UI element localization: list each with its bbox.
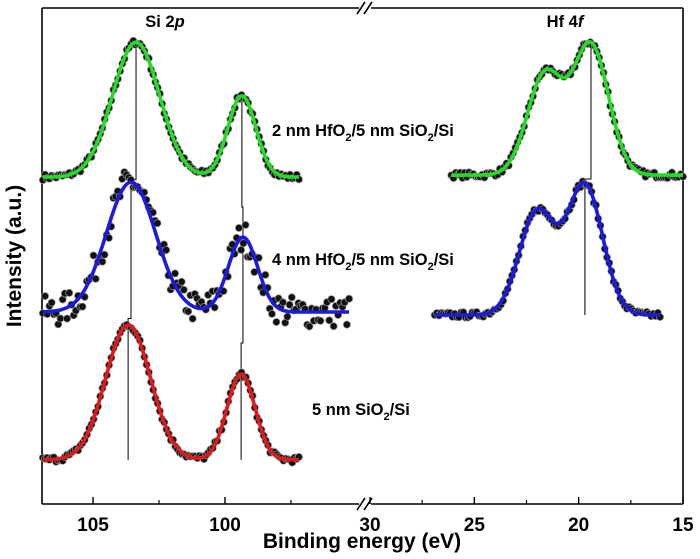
data-point (272, 318, 281, 326)
data-point (342, 320, 351, 329)
fit-line (434, 180, 661, 317)
data-point (287, 293, 296, 302)
peak-guide-line (240, 95, 244, 460)
region-label-part: Hf 4 (547, 13, 579, 31)
series-label: 4 nm HfO2/5 nm SiO2/Si (272, 251, 454, 273)
data-point (279, 298, 287, 307)
data-point (316, 316, 325, 325)
region-label: Hf 4f (547, 13, 585, 31)
subscript: 2 (345, 261, 351, 273)
fit-line (450, 40, 684, 177)
x-tick-label: 15 (672, 515, 694, 536)
axis-break-icon (356, 1, 373, 15)
data-point (89, 251, 98, 260)
data-point (283, 312, 292, 321)
spectrum-1-si2p (38, 168, 354, 331)
x-tick-label: 30 (359, 515, 380, 536)
data-point (268, 309, 276, 318)
data-point (177, 277, 186, 286)
fit-line (42, 180, 350, 314)
series-label-part: /Si (390, 401, 410, 419)
series-label-part: /5 nm SiO (351, 122, 427, 140)
data-point (241, 221, 250, 229)
data-point (171, 269, 179, 278)
data-point (78, 302, 87, 311)
data-point (285, 300, 294, 309)
data-point (65, 288, 74, 297)
spectrum-0-si2p (38, 36, 303, 185)
region-label-part: Si 2 (145, 13, 174, 31)
x-tick-label: 100 (209, 515, 241, 536)
peak-guide-line (127, 42, 137, 460)
data-point (47, 298, 56, 307)
data-point (210, 303, 219, 312)
data-point (184, 307, 193, 316)
fit-line (42, 323, 300, 462)
data-point (188, 314, 197, 323)
subscript: 2 (384, 411, 390, 423)
x-axis-label: Binding energy (eV) (263, 530, 461, 553)
x-tick-label: 25 (464, 515, 486, 536)
data-point (325, 316, 334, 325)
data-point (179, 285, 188, 294)
region-label-part: p (174, 13, 185, 31)
data-point (63, 314, 72, 323)
series-label-part: 2 nm HfO (272, 122, 346, 140)
series-label-part: /Si (434, 122, 454, 140)
data-point (305, 322, 314, 331)
peak-guide-line (584, 42, 592, 316)
data-point (237, 245, 246, 254)
series-label: 5 nm SiO2/Si (312, 401, 410, 423)
x-tick-label: 105 (77, 515, 109, 536)
x-tick-label: 20 (568, 515, 589, 536)
subscript: 2 (428, 132, 434, 144)
data-point (56, 314, 65, 323)
data-point (329, 322, 338, 331)
y-axis-label: Intensity (a.u.) (3, 185, 26, 327)
series-label-part: /5 nm SiO (351, 251, 427, 269)
spectrum-1-hf4f (430, 177, 664, 322)
spectrum-0-hf4f (447, 38, 687, 183)
series-label-part: /Si (434, 251, 454, 269)
spectrum-2-si2p (38, 320, 303, 467)
data-point (327, 295, 336, 304)
series-label-part: 5 nm SiO (312, 401, 384, 419)
fit-line (42, 40, 300, 179)
data-point (345, 294, 354, 303)
region-label: Si 2p (145, 13, 184, 31)
region-label-part: f (578, 13, 585, 31)
plot-frame-sides (41, 8, 684, 504)
subscript: 2 (428, 261, 434, 273)
data-point (234, 224, 243, 232)
data-point (41, 292, 49, 301)
series-label-part: 4 nm HfO (272, 251, 346, 269)
subscript: 2 (345, 132, 351, 144)
series-label: 2 nm HfO2/5 nm SiO2/Si (272, 122, 454, 144)
